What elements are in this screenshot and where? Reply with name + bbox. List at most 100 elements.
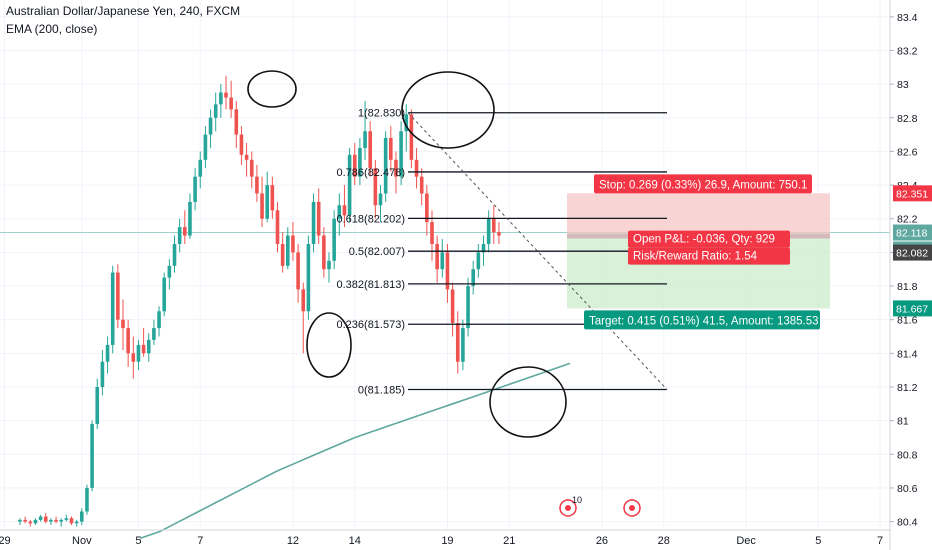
candle[interactable] xyxy=(213,92,218,132)
candle[interactable] xyxy=(49,518,53,525)
candle[interactable] xyxy=(316,188,321,244)
candle[interactable] xyxy=(347,148,352,223)
candle[interactable] xyxy=(399,121,403,186)
candle[interactable] xyxy=(121,299,125,350)
candle[interactable] xyxy=(18,518,22,525)
candle[interactable] xyxy=(136,339,141,371)
candle[interactable] xyxy=(203,126,208,169)
candle[interactable] xyxy=(28,519,33,527)
candle[interactable] xyxy=(193,168,197,211)
candle[interactable] xyxy=(23,516,27,524)
event-marker[interactable] xyxy=(623,499,641,517)
candle[interactable] xyxy=(486,210,491,253)
candle[interactable] xyxy=(342,185,347,228)
candle[interactable] xyxy=(38,514,43,522)
candle[interactable] xyxy=(368,121,372,177)
candle[interactable] xyxy=(409,109,414,169)
candle[interactable] xyxy=(183,210,187,244)
candle[interactable] xyxy=(466,277,470,337)
candle[interactable] xyxy=(244,143,249,177)
candle[interactable] xyxy=(157,306,161,337)
candle[interactable] xyxy=(260,176,264,228)
candle[interactable] xyxy=(146,333,151,362)
candle[interactable] xyxy=(74,519,79,527)
candle[interactable] xyxy=(33,518,38,525)
candle[interactable] xyxy=(131,336,136,379)
candles[interactable] xyxy=(18,75,501,527)
candle[interactable] xyxy=(275,201,280,253)
candle[interactable] xyxy=(280,232,285,273)
candle[interactable] xyxy=(311,193,316,253)
candle[interactable] xyxy=(116,264,120,329)
candle[interactable] xyxy=(95,378,100,430)
candle[interactable] xyxy=(476,243,481,278)
candle[interactable] xyxy=(445,243,450,303)
candle[interactable] xyxy=(229,80,233,118)
candle[interactable] xyxy=(162,272,166,317)
candle[interactable] xyxy=(497,222,501,244)
candle[interactable] xyxy=(224,75,228,110)
candle[interactable] xyxy=(90,420,94,492)
event-marker[interactable]: 10 xyxy=(559,495,582,517)
candle[interactable] xyxy=(419,168,424,206)
candle[interactable] xyxy=(301,282,306,354)
candle[interactable] xyxy=(461,319,465,371)
candle[interactable] xyxy=(110,265,115,354)
price-axis[interactable]: 80.480.680.88181.281.481.681.88282.282.4… xyxy=(889,0,932,550)
candle[interactable] xyxy=(43,513,48,524)
candle[interactable] xyxy=(358,137,362,186)
event-markers[interactable]: 10 xyxy=(559,495,641,517)
candle[interactable] xyxy=(59,518,63,527)
candle[interactable] xyxy=(414,148,419,189)
candle[interactable] xyxy=(291,222,295,261)
candle[interactable] xyxy=(234,100,239,149)
candle[interactable] xyxy=(383,131,388,202)
candle[interactable] xyxy=(296,243,300,303)
candle[interactable] xyxy=(64,514,69,522)
candle[interactable] xyxy=(177,218,182,253)
candle[interactable] xyxy=(404,104,409,152)
candle[interactable] xyxy=(363,100,367,160)
candle[interactable] xyxy=(378,185,383,223)
candle[interactable] xyxy=(394,151,398,194)
candle[interactable] xyxy=(492,205,496,244)
candle[interactable] xyxy=(352,143,357,186)
candle[interactable] xyxy=(332,210,336,270)
candle[interactable] xyxy=(100,349,105,396)
candle[interactable] xyxy=(105,336,110,374)
candle[interactable] xyxy=(286,227,290,270)
time-axis[interactable]: 29 Nov 5 7 12 14 19 21 26 28 Dec 5 7 xyxy=(0,529,890,547)
candle[interactable] xyxy=(255,164,259,202)
candle[interactable] xyxy=(152,319,156,345)
candle[interactable] xyxy=(435,235,439,283)
candle[interactable] xyxy=(188,193,192,239)
candle[interactable] xyxy=(69,516,74,525)
candle[interactable] xyxy=(265,171,269,223)
candle[interactable] xyxy=(80,508,84,525)
candle[interactable] xyxy=(167,259,172,290)
candle[interactable] xyxy=(249,151,254,189)
candle[interactable] xyxy=(141,328,146,357)
candle[interactable] xyxy=(172,235,177,273)
candle[interactable] xyxy=(322,227,326,278)
candle[interactable] xyxy=(373,159,378,219)
candle[interactable] xyxy=(471,260,475,295)
candle[interactable] xyxy=(208,109,213,149)
fibonacci-retracement[interactable]: 1(82.830) 0.786(82.478) 0.618(82.202) 0.5(8… xyxy=(337,108,668,397)
candle[interactable] xyxy=(198,151,203,189)
candle[interactable] xyxy=(450,282,455,337)
candle[interactable] xyxy=(327,252,331,283)
candle[interactable] xyxy=(219,84,223,118)
candle[interactable] xyxy=(126,319,130,367)
candle[interactable] xyxy=(54,516,58,524)
candle[interactable] xyxy=(306,235,311,320)
candle[interactable] xyxy=(455,311,460,374)
candle[interactable] xyxy=(270,176,275,219)
candle[interactable] xyxy=(425,185,429,236)
candle[interactable] xyxy=(85,484,89,515)
candle[interactable] xyxy=(239,126,244,165)
candle[interactable] xyxy=(440,238,445,278)
candle[interactable] xyxy=(389,126,393,172)
candle[interactable] xyxy=(337,193,342,236)
